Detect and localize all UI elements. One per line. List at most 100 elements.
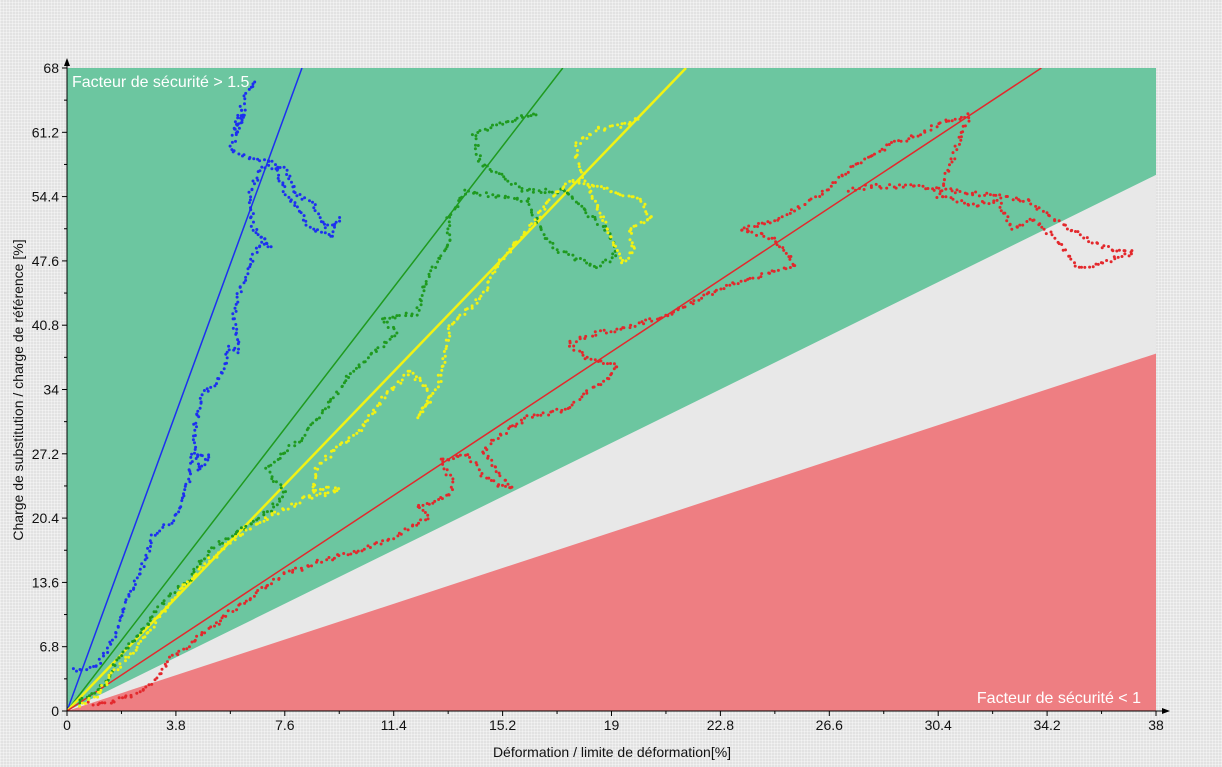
data-point [286,449,289,453]
data-point [917,184,921,187]
data-point [578,257,582,260]
data-point [308,494,312,498]
data-point [230,148,234,152]
data-point [260,586,264,589]
data-point [200,464,204,468]
data-point [183,583,187,587]
data-point [523,416,526,420]
data-point [94,664,98,668]
data-point [209,385,213,389]
data-point [527,197,531,201]
data-point [572,344,576,348]
data-point [476,131,480,134]
data-point [158,529,162,533]
data-point [251,212,255,216]
data-point [174,512,178,516]
data-point [615,365,619,369]
data-point [190,572,194,576]
data-point [1082,236,1086,240]
data-point [788,266,792,269]
data-point [447,493,451,497]
data-point [258,521,262,524]
data-point [476,144,480,147]
data-point [550,190,554,194]
data-point [200,393,204,397]
data-point [276,176,280,180]
data-point [141,688,145,692]
data-point [1080,265,1083,269]
data-point [919,133,923,137]
data-point [803,203,807,206]
data-point [290,180,293,184]
data-point [132,579,136,583]
data-point [334,445,338,449]
data-point [767,237,771,241]
data-point [759,231,763,235]
data-point [949,196,953,200]
data-point [147,623,151,626]
data-point [263,516,267,520]
data-point [441,462,445,466]
data-point [289,198,293,202]
data-point [575,153,579,157]
data-point [998,193,1002,197]
data-point [314,472,318,476]
data-point [711,293,714,296]
data-point [107,673,111,677]
data-point [135,691,139,695]
data-point [586,215,590,219]
data-point [283,185,287,189]
data-point [755,233,758,237]
data-point [338,216,342,219]
data-point [233,346,237,350]
data-point [127,642,131,646]
data-point [447,220,451,224]
data-point [262,510,266,514]
data-point [571,253,575,257]
data-point [265,510,269,514]
x-axis-arrow [1162,708,1170,714]
data-point [133,583,137,586]
data-point [225,361,228,365]
data-point [376,346,380,350]
data-point [264,466,268,470]
data-point [225,356,229,360]
data-point [118,662,122,666]
data-point [921,184,925,188]
data-point [599,215,603,219]
data-point [247,201,251,205]
data-point [194,457,198,460]
data-point [187,645,191,649]
data-point [334,220,338,224]
data-point [583,171,587,175]
data-point [592,385,596,389]
data-point [820,192,824,196]
data-point [121,696,124,700]
data-point [1010,227,1014,231]
data-point [360,429,364,433]
y-tick-label: 34 [43,382,59,398]
data-point [439,373,443,377]
data-point [574,257,578,261]
data-point [366,418,370,422]
data-point [541,411,545,415]
data-point [270,582,273,586]
data-point [140,562,144,566]
data-point [121,650,125,654]
data-point [885,186,889,190]
data-point [1107,245,1110,248]
data-point [475,463,479,467]
data-point [217,377,221,381]
data-point [137,642,140,646]
data-point [530,210,533,214]
data-point [481,164,485,168]
data-point [640,320,644,324]
data-point [213,624,216,628]
data-point [207,549,211,553]
y-tick-label: 54.4 [32,189,59,205]
data-point [390,335,394,339]
data-point [436,385,440,389]
data-point [252,220,255,224]
data-point [491,438,495,442]
data-point [568,344,571,348]
